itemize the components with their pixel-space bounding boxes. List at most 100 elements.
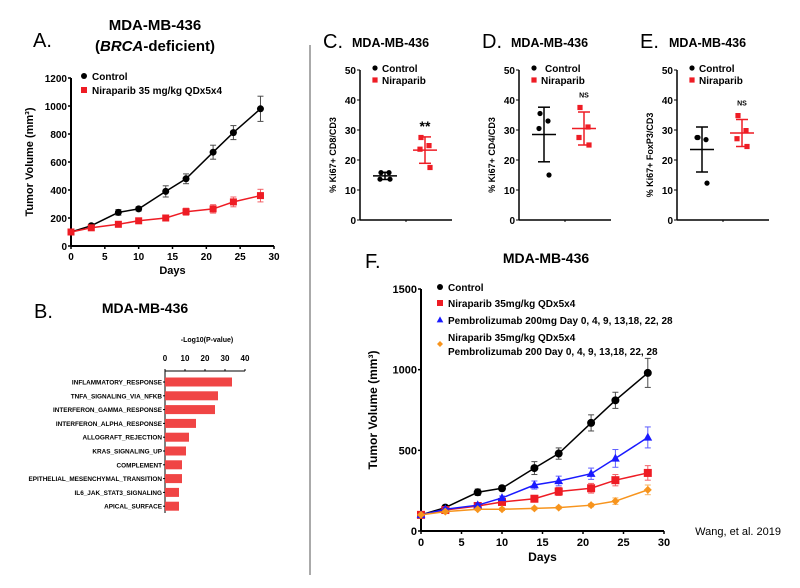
legend-label: Niraparib [699,76,743,87]
chart-title: MDA-MB-436 [352,36,429,50]
y-tick-label: 800 [50,130,67,141]
bar [165,391,218,401]
circle-marker [386,170,392,176]
category-label: INTERFERON_GAMMA_RESPONSE [53,407,163,414]
square-marker [114,220,122,228]
square-marker [229,198,237,206]
panel-f-line-chart: 0 500 1000 1500 0 5 10 15 20 25 30 Days Tumor Volume… [366,283,673,564]
circle-marker [209,148,217,156]
diamond-marker [417,510,425,519]
y-tick-label: 0 [350,216,356,227]
y-tick-label: 0 [61,242,67,253]
square-marker [498,497,506,506]
y-tick-label: 600 [50,158,67,169]
circle-marker [437,284,443,290]
square-marker [735,113,741,119]
group-0: Control [372,64,418,182]
triangle-marker [530,480,539,489]
series-1 [67,188,264,236]
x-tick-label: 5 [102,252,108,263]
category-label: INTERFERON_ALPHA_RESPONSE [56,421,163,428]
y-tick-label: 20 [504,156,516,167]
square-marker [554,487,563,496]
y-tick-label: 10 [662,186,674,197]
circle-marker [387,176,393,182]
y-tick-label: 30 [504,126,516,137]
circle-marker [372,65,378,71]
bar [165,474,182,484]
square-marker [689,77,695,83]
y-axis-label: Tumor Volume (mm³) [366,351,380,470]
y-tick-label: 20 [662,156,674,167]
circle-marker [694,134,700,141]
square-marker [372,77,378,83]
y-tick-label: 200 [50,214,67,225]
circle-marker [229,129,237,137]
y-tick-label: 30 [662,126,674,137]
panel-e-scatter: E. MDA-MB-436 0 10 20 30 40 50 % Ki67+ FoxP3/CD3… [640,31,769,227]
citation-credit: Wang, et al. 2019 [695,526,781,538]
x-tick-label: 25 [235,252,247,263]
diamond-marker [437,341,443,347]
x-tick-label: 25 [617,537,629,549]
legend-item: Niraparib 35 mg/kg QDx5x4 [81,86,222,97]
panel-label-f: F. [365,251,381,273]
triangle-marker [586,468,596,477]
y-tick-label: 0 [411,526,417,538]
legend-label: Niraparib [541,76,585,87]
y-tick-label: 30 [345,126,357,137]
bar [165,432,189,442]
category-label: EPITHELIAL_MESENCHYMAL_TRANSITION [28,476,162,483]
panel-label: C. [323,31,343,53]
triangle-marker [643,432,653,441]
group-0: Control [689,64,735,186]
chart-title: MDA-MB-436 [503,250,590,266]
diamond-marker [473,505,482,514]
y-tick-label: 0 [667,216,673,227]
group-0: Control [531,64,581,178]
y-tick-label: 1000 [393,365,417,377]
series-line [420,372,649,516]
diamond-marker [643,485,652,494]
circle-marker [378,170,384,176]
y-tick-label: 1000 [45,102,68,113]
panel-c-scatter: C. MDA-MB-436 0 10 20 30 40 50 % Ki67+ CD8/CD3 Co… [323,31,452,227]
diamond-marker [611,497,620,506]
circle-marker [498,484,506,493]
x-tick-label: 30 [268,252,280,263]
square-marker [531,77,537,83]
series-line [70,108,261,233]
square-marker [182,208,190,216]
circle-marker [81,73,87,79]
chart-title: MDA-MB-436 [102,300,189,316]
y-tick-label: 1200 [45,74,68,85]
square-marker [162,214,170,222]
x-tick-label: 0 [68,252,74,263]
square-marker [87,224,95,232]
chart-title: MDA-MB-436 [669,36,746,50]
group-1: Niraparib NS [689,76,754,150]
legend-label: Control [92,72,128,83]
circle-marker [554,449,563,458]
x-tick-label: 0 [163,354,168,363]
circle-marker [587,418,596,427]
x-tick-label: 30 [221,354,230,363]
square-marker [643,468,652,477]
panel-label: D. [482,31,502,53]
x-tick-label: 15 [167,252,179,263]
square-marker [437,300,443,306]
legend-item: Niraparib 35mg/kg QDx5x4 Pembrolizumab 20… [437,333,658,358]
circle-marker [643,368,652,377]
legend-item: Niraparib 35mg/kg QDx5x4 [437,299,576,310]
subtitle-part: -deficient) [143,38,215,55]
category-label: INFLAMMATORY_RESPONSE [72,380,163,387]
x-tick-label: 20 [201,354,210,363]
diamond-marker [441,507,450,516]
circle-marker [135,205,143,213]
triangle-marker [473,500,483,509]
square-marker [135,217,143,225]
triangle-marker [611,453,620,462]
circle-marker [531,65,537,71]
chart-title: MDA-MB-436 [109,17,202,34]
